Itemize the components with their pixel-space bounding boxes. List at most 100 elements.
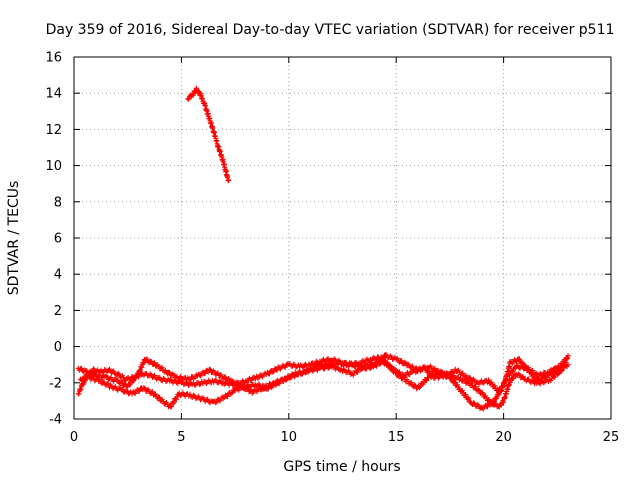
data-point: [426, 368, 432, 374]
y-tick-label: 10: [45, 159, 62, 174]
data-point: [130, 378, 136, 384]
data-point: [220, 395, 226, 401]
data-point: [408, 379, 414, 386]
data-points: [75, 85, 571, 412]
data-point: [193, 85, 200, 91]
series-track-3: [75, 354, 569, 396]
y-tick-label: 14: [45, 87, 62, 102]
data-point: [398, 358, 405, 364]
data-point: [148, 358, 154, 365]
data-point: [504, 376, 510, 382]
data-point: [516, 356, 523, 362]
chart-title: Day 359 of 2016, Sidereal Day-to-day VTE…: [46, 22, 615, 38]
data-point: [152, 391, 159, 397]
data-point: [430, 372, 436, 378]
data-point: [488, 402, 494, 408]
data-point: [519, 359, 525, 365]
data-point: [389, 364, 395, 370]
data-point: [496, 392, 502, 398]
x-tick-label: 15: [388, 430, 405, 445]
x-tick-label: 20: [495, 430, 512, 445]
data-point: [460, 370, 466, 376]
data-point: [565, 353, 571, 359]
y-tick-label: 2: [54, 304, 62, 319]
data-point: [443, 374, 449, 380]
x-tick-label: 25: [603, 430, 620, 445]
data-point: [492, 383, 498, 389]
data-point: [499, 384, 505, 390]
data-point: [394, 355, 400, 362]
data-point: [484, 404, 491, 410]
data-point: [485, 377, 492, 383]
data-point: [226, 177, 232, 183]
y-tick-label: 12: [45, 123, 62, 138]
data-point: [101, 379, 107, 385]
data-point: [127, 382, 133, 388]
data-point: [533, 370, 539, 376]
x-tick-label: 5: [177, 430, 185, 445]
data-point: [141, 385, 147, 391]
data-point: [274, 367, 280, 373]
data-point: [309, 367, 316, 373]
data-point: [136, 388, 143, 394]
data-point: [116, 371, 122, 377]
data-point: [472, 400, 478, 407]
data-point: [156, 395, 162, 401]
data-point: [218, 372, 224, 378]
data-point: [462, 391, 469, 398]
data-point: [222, 374, 229, 380]
data-point: [354, 369, 361, 375]
data-point: [563, 356, 569, 362]
data-point: [452, 379, 458, 386]
data-point: [463, 373, 469, 379]
data-point: [482, 393, 489, 399]
y-tick-label: 0: [54, 340, 62, 355]
grid-lines: [74, 57, 611, 419]
data-point: [282, 377, 289, 383]
data-point: [206, 366, 212, 372]
y-tick-label: -4: [49, 413, 62, 428]
x-axis-label: GPS time / hours: [283, 459, 400, 475]
data-point: [393, 367, 399, 373]
data-point: [466, 396, 472, 402]
data-point: [500, 383, 506, 389]
data-point: [459, 388, 465, 394]
data-point: [465, 395, 471, 401]
data-point: [187, 391, 193, 397]
data-point: [411, 382, 418, 388]
data-point: [555, 371, 561, 377]
data-point: [454, 382, 460, 388]
data-point: [510, 376, 516, 382]
series-high-arc: [185, 85, 232, 184]
data-point: [392, 366, 398, 373]
data-point: [186, 96, 192, 102]
data-point: [417, 383, 423, 389]
data-point: [498, 402, 505, 408]
plot-frame: [73, 56, 612, 420]
data-point: [384, 359, 391, 366]
data-point: [467, 375, 473, 381]
data-point: [90, 366, 96, 372]
data-point: [155, 394, 161, 400]
data-point: [432, 365, 438, 372]
data-point: [130, 378, 137, 384]
data-point: [562, 357, 568, 363]
data-point: [168, 403, 174, 410]
data-point: [420, 381, 426, 387]
data-point: [151, 360, 158, 366]
data-point: [381, 356, 387, 362]
data-point: [224, 393, 231, 399]
data-point: [244, 385, 250, 391]
data-point: [556, 364, 563, 371]
data-point: [159, 365, 165, 371]
data-point: [171, 399, 177, 405]
data-point: [358, 367, 364, 373]
data-point: [213, 400, 219, 406]
data-point: [552, 374, 558, 380]
data-point: [78, 365, 85, 371]
data-point: [529, 367, 536, 374]
data-point: [118, 379, 124, 385]
data-point: [556, 370, 562, 377]
